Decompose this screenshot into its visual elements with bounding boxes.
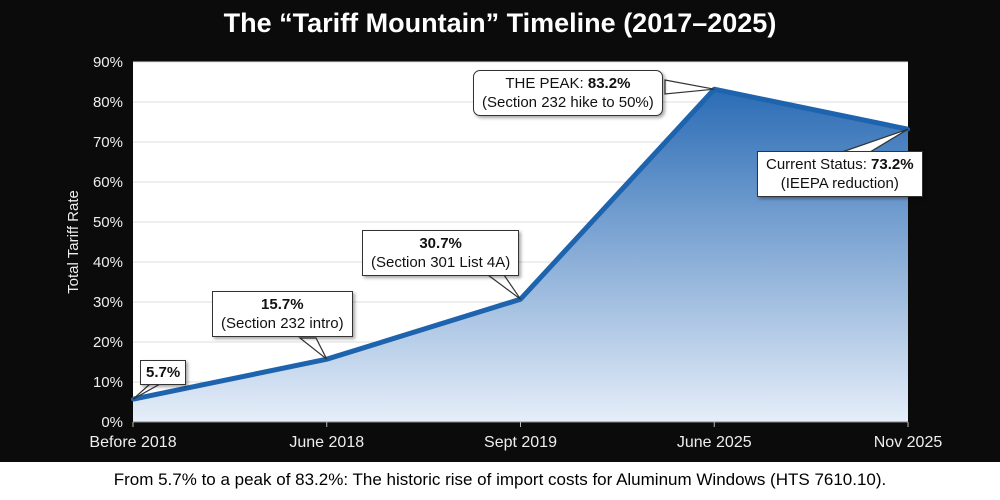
y-tick-label: 80% — [93, 94, 123, 111]
annotation-before-2018: 5.7% — [140, 360, 187, 385]
y-tick-label: 60% — [93, 174, 123, 191]
x-tick-label: June 2018 — [289, 434, 364, 451]
y-tick-label: 30% — [93, 294, 123, 311]
annotation-value: 83.2% — [587, 75, 631, 92]
annotation-value: 15.7% — [261, 296, 304, 313]
callout-pointer — [298, 337, 328, 360]
y-axis-label: Total Tariff Rate — [65, 190, 82, 294]
x-tick-label: June 2025 — [677, 434, 752, 451]
y-tick-label: 70% — [93, 134, 123, 151]
x-tick-label: Nov 2025 — [874, 434, 943, 451]
annotation-prefix: Current Status: — [766, 156, 872, 173]
y-tick-label: 40% — [93, 254, 123, 271]
annotation-prefix: THE PEAK: — [505, 75, 588, 92]
annotation-value: 5.7% — [146, 364, 181, 381]
chart: 0% 10% 20% 30% 40% 50% 60% 70% 80% 90% Before 2018… — [65, 54, 943, 451]
annotation-sept-2019: 30.7% (Section 301 List 4A) — [362, 230, 520, 276]
annotation-text: (IEEPA reduction) — [780, 175, 899, 192]
annotation-nov-2025: Current Status: 73.2% (IEEPA reduction) — [757, 151, 923, 197]
callout-pointer — [664, 79, 715, 95]
annotation-june-2018: 15.7% (Section 232 intro) — [212, 291, 353, 337]
annotation-text: (Section 232 hike to 50%) — [482, 94, 654, 111]
area-fill — [133, 89, 908, 422]
footer-caption: From 5.7% to a peak of 83.2%: The histor… — [0, 462, 1000, 500]
x-tick-label: Sept 2019 — [484, 434, 557, 451]
x-tick-label: Before 2018 — [89, 434, 176, 451]
annotation-value: 30.7% — [419, 235, 462, 252]
annotation-value: 73.2% — [871, 156, 914, 173]
chart-title: The “Tariff Mountain” Timeline (2017–202… — [223, 8, 777, 38]
y-tick-label: 10% — [93, 374, 123, 391]
y-tick-label: 50% — [93, 214, 123, 231]
y-tick-label: 0% — [101, 414, 123, 431]
y-tick-label: 90% — [93, 54, 123, 71]
annotation-june-2025: THE PEAK: 83.2% (Section 232 hike to 50%… — [473, 70, 663, 116]
annotation-text: (Section 301 List 4A) — [371, 254, 511, 271]
annotation-text: (Section 232 intro) — [221, 315, 344, 332]
y-tick-label: 20% — [93, 334, 123, 351]
